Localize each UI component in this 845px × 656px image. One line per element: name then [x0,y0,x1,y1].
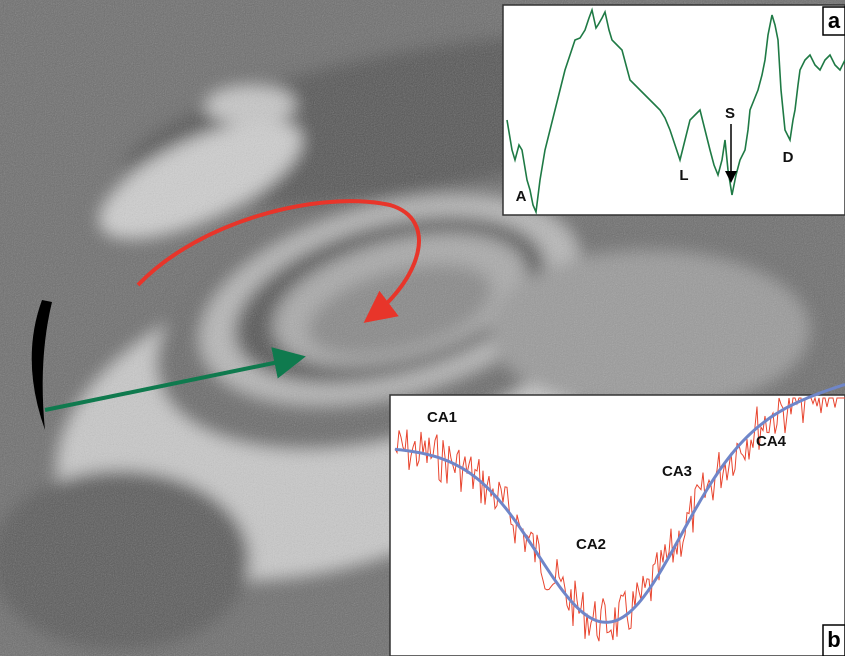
annotation: CA3 [662,463,692,480]
annotation: CA2 [576,536,606,553]
profile-trace [506,7,845,216]
annotation: A [516,188,527,205]
annotation: L [679,167,688,184]
panel-label: a [828,8,841,33]
inset-b: b CA1 CA2 CA3 CA4 [389,382,845,656]
panel-label: b [827,627,840,652]
annotation: CA4 [756,433,787,450]
inset-a: a A L S D [502,4,845,216]
smooth-fit [394,382,845,624]
annotation: D [783,149,794,166]
profile-trace [394,396,845,642]
annotation: CA1 [427,409,457,426]
annotation: S [725,105,735,122]
